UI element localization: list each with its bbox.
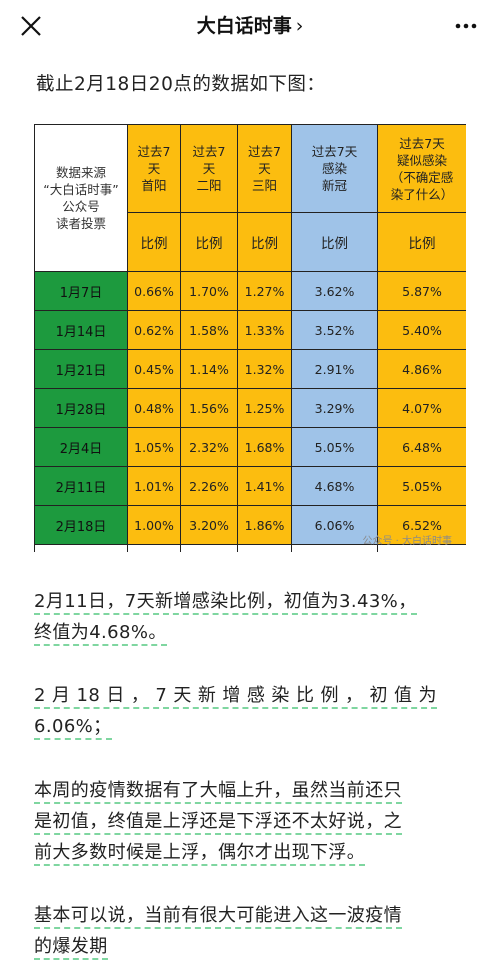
underlined-text: 2 月 18 日 ， 7 天 新 增 感 染 比 例 ， 初 值 为 (34, 685, 437, 709)
underlined-text: 基本可以说，当前有很大可能进入这一波疫情 (34, 905, 402, 929)
value-cell: 1.00% (127, 505, 181, 545)
account-title-button[interactable]: 大白话时事 › (0, 11, 500, 38)
underlined-text: 的爆发期 (34, 936, 108, 960)
page-title: 大白话时事 (196, 15, 292, 37)
value-cell: 1.41% (237, 466, 292, 506)
more-options-icon[interactable] (454, 16, 478, 36)
underlined-text: 前大多数时候是上浮，偶尔才出现下浮。 (34, 842, 366, 866)
value-cell: 1.05% (127, 427, 181, 467)
value-cell: 4.68% (291, 466, 378, 506)
value-cell: 1.25% (237, 388, 292, 428)
value-cell: 2.91% (291, 349, 378, 389)
value-cell: 5.05% (377, 466, 466, 506)
value-cell: 1.33% (237, 310, 292, 350)
data-table-image: 数据来源 “大白话时事” 公众号 读者投票 过去7 天首阳 过去7 天二阳 过去7 天… (34, 124, 466, 552)
underlined-text: 是初值，终值是上浮还是下浮还不太好说，之 (34, 811, 402, 835)
column-header: 过去7天 疑似感染 （不确定感 染了什么） (377, 124, 466, 213)
value-cell: 4.07% (377, 388, 466, 428)
ratio-label: 比例 (180, 212, 238, 272)
date-cell: 1月21日 (34, 349, 128, 389)
infection-data-table: 数据来源 “大白话时事” 公众号 读者投票 过去7 天首阳 过去7 天二阳 过去7 天… (34, 124, 466, 552)
intro-text: 截止2月18日20点的数据如下图： (36, 74, 326, 95)
value-cell: 5.05% (291, 427, 378, 467)
value-cell: 5.40% (377, 310, 466, 350)
table-row: 1月21日 0.45% 1.14% 1.32% 2.91% 4.86% (34, 349, 466, 389)
value-cell: 1.27% (237, 271, 292, 311)
value-cell: 3.62% (291, 271, 378, 311)
underlined-text: 2月11日，7天新增感染比例，初值为3.43%， (34, 591, 417, 615)
value-cell: 1.86% (237, 505, 292, 545)
date-cell: 2月18日 (34, 505, 128, 545)
paragraph-4: 基本可以说，当前有很大可能进入这一波疫情 的爆发期 (34, 900, 466, 962)
value-cell: 1.70% (180, 271, 238, 311)
ratio-label: 比例 (127, 212, 181, 272)
value-cell: 1.68% (237, 427, 292, 467)
value-cell: 0.66% (127, 271, 181, 311)
date-cell: 1月7日 (34, 271, 128, 311)
column-header: 过去7 天三阳 (237, 124, 292, 213)
value-cell: 1.32% (237, 349, 292, 389)
table-row-empty (34, 544, 466, 552)
value-cell: 5.87% (377, 271, 466, 311)
ratio-label: 比例 (291, 212, 378, 272)
value-cell: 0.45% (127, 349, 181, 389)
watermark: 公众号 · 大白话时事 (362, 536, 452, 547)
table-row: 1月14日 0.62% 1.58% 1.33% 3.52% 5.40% (34, 310, 466, 350)
value-cell: 1.58% (180, 310, 238, 350)
table-row: 1月28日 0.48% 1.56% 1.25% 3.29% 4.07% (34, 388, 466, 428)
chevron-right-icon: › (295, 15, 304, 37)
column-header: 过去7 天首阳 (127, 124, 181, 213)
value-cell: 6.48% (377, 427, 466, 467)
table-row: 1月7日 0.66% 1.70% 1.27% 3.62% 5.87% (34, 271, 466, 311)
value-cell: 1.01% (127, 466, 181, 506)
underlined-text: 终值为4.68%。 (34, 622, 167, 646)
paragraph-2: 2 月 18 日 ， 7 天 新 增 感 染 比 例 ， 初 值 为 6.06%… (34, 680, 466, 742)
value-cell: 0.48% (127, 388, 181, 428)
column-header: 过去7天 感染 新冠 (291, 124, 378, 213)
value-cell: 4.86% (377, 349, 466, 389)
value-cell: 6.06% (291, 505, 378, 545)
close-icon[interactable] (18, 13, 44, 39)
value-cell: 2.32% (180, 427, 238, 467)
date-cell: 1月14日 (34, 310, 128, 350)
value-cell: 3.29% (291, 388, 378, 428)
underlined-text: 6.06%； (34, 716, 112, 740)
value-cell: 1.56% (180, 388, 238, 428)
top-bar: 大白话时事 › (0, 0, 500, 52)
value-cell: 3.20% (180, 505, 238, 545)
value-cell: 6.52% (377, 505, 466, 545)
table-row: 2月4日 1.05% 2.32% 1.68% 5.05% 6.48% (34, 427, 466, 467)
paragraph-3: 本周的疫情数据有了大幅上升，虽然当前还只 是初值，终值是上浮还是下浮还不太好说，… (34, 775, 466, 868)
table-row: 2月11日 1.01% 2.26% 1.41% 4.68% 5.05% (34, 466, 466, 506)
date-cell: 1月28日 (34, 388, 128, 428)
ratio-label: 比例 (237, 212, 292, 272)
ratio-label: 比例 (377, 212, 466, 272)
value-cell: 3.52% (291, 310, 378, 350)
date-cell: 2月4日 (34, 427, 128, 467)
value-cell: 2.26% (180, 466, 238, 506)
column-header: 过去7 天二阳 (180, 124, 238, 213)
value-cell: 0.62% (127, 310, 181, 350)
underlined-text: 本周的疫情数据有了大幅上升，虽然当前还只 (34, 780, 402, 804)
date-cell: 2月11日 (34, 466, 128, 506)
value-cell: 1.14% (180, 349, 238, 389)
source-label-cell: 数据来源 “大白话时事” 公众号 读者投票 (34, 124, 128, 272)
table-row: 2月18日 1.00% 3.20% 1.86% 6.06% 6.52% (34, 505, 466, 545)
paragraph-1: 2月11日，7天新增感染比例，初值为3.43%， 终值为4.68%。 (34, 586, 466, 648)
